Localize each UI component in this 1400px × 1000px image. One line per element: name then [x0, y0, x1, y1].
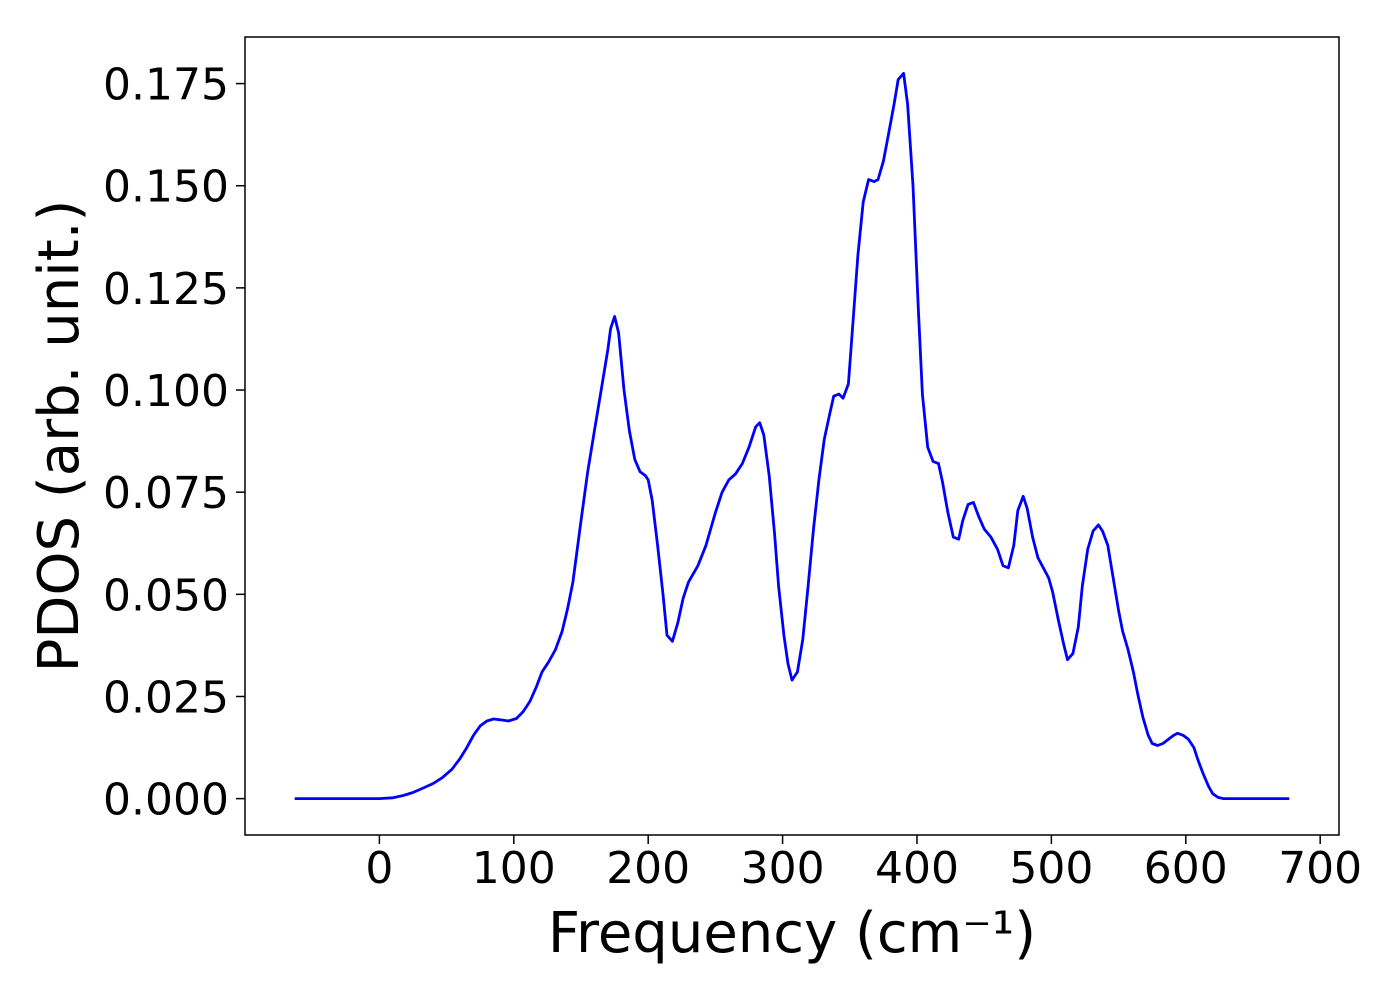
x-tick-label: 400 — [875, 843, 959, 894]
y-tick-label: 0.025 — [103, 672, 229, 723]
y-tick-label: 0.000 — [103, 775, 229, 826]
x-tick-label: 300 — [741, 843, 825, 894]
y-tick-label: 0.175 — [103, 60, 229, 111]
y-tick-label: 0.075 — [103, 468, 229, 519]
y-tick-label: 0.125 — [103, 264, 229, 315]
y-tick-label: 0.100 — [103, 366, 229, 417]
x-tick-label: 200 — [606, 843, 690, 894]
x-tick-label: 100 — [472, 843, 556, 894]
line — [294, 72, 1290, 800]
x-tick-label: 600 — [1144, 843, 1228, 894]
y-tick-label: 0.050 — [103, 570, 229, 621]
x-axis-label: Frequency (cm⁻¹) — [548, 901, 1036, 966]
plot-frame — [244, 36, 1340, 836]
y-axis-label: PDOS (arb. unit.) — [27, 200, 92, 673]
y-tick-label: 0.150 — [103, 162, 229, 213]
x-tick-label: 0 — [365, 843, 393, 894]
x-tick-label: 700 — [1278, 843, 1362, 894]
x-tick-label: 500 — [1009, 843, 1093, 894]
